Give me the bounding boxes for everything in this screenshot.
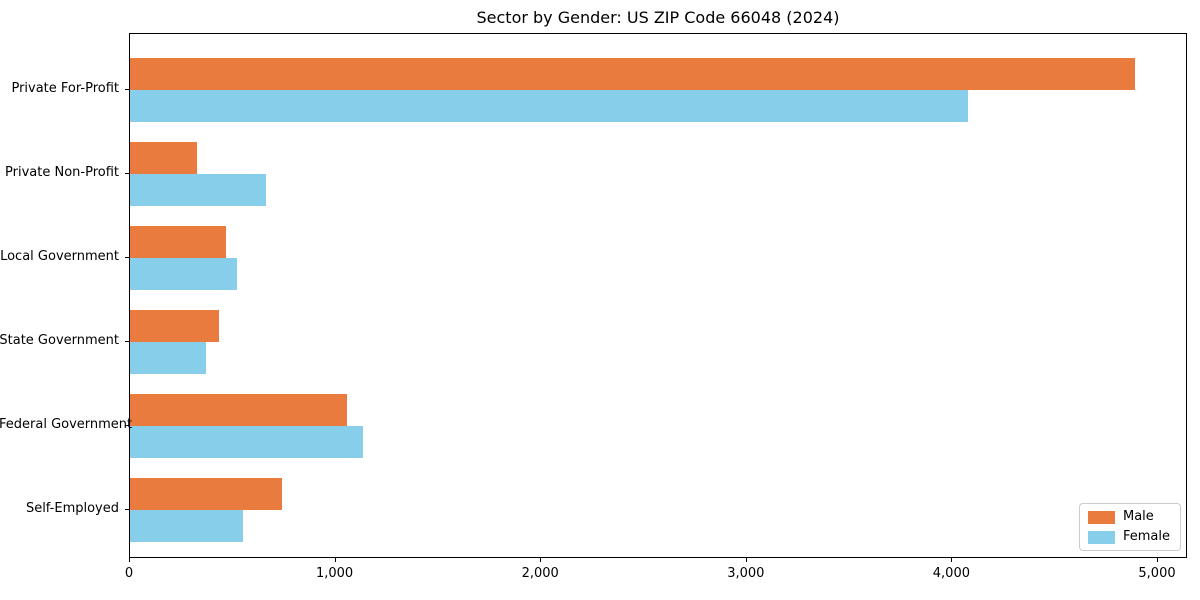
bar-male-1 <box>130 58 1135 90</box>
y-tick-mark <box>125 257 129 258</box>
y-tick-mark <box>125 173 129 174</box>
x-tick-label-1000: 1,000 <box>315 566 354 581</box>
x-tick-mark <box>745 558 747 562</box>
y-axis-label-4: State Government <box>0 333 119 348</box>
y-tick-mark <box>125 509 129 510</box>
bar-male-6 <box>130 478 282 510</box>
bar-male-4 <box>130 310 219 342</box>
y-tick-mark <box>125 425 129 426</box>
bar-female-1 <box>130 90 968 122</box>
legend-entry-female: Female <box>1087 529 1170 544</box>
legend-swatch-female <box>1087 530 1115 544</box>
y-tick-mark <box>125 89 129 90</box>
x-tick-mark <box>129 558 130 562</box>
bar-male-3 <box>130 226 227 258</box>
legend-label-female: Female <box>1122 529 1170 544</box>
bar-female-3 <box>130 258 237 290</box>
x-tick-label-0: 0 <box>124 566 134 581</box>
x-tick-label-3000: 3,000 <box>727 566 765 581</box>
y-tick-mark <box>125 341 129 342</box>
bar-female-6 <box>130 510 244 542</box>
x-tick-label-4000: 4,000 <box>932 566 970 581</box>
bar-female-5 <box>130 426 363 458</box>
bar-male-5 <box>130 394 347 426</box>
x-tick-mark <box>540 558 542 562</box>
x-tick-label-2000: 2,000 <box>521 566 559 581</box>
bar-female-2 <box>130 174 266 206</box>
plot-area: Male Female <box>129 33 1187 558</box>
y-axis-label-3: Local Government <box>0 249 119 264</box>
legend: Male Female <box>1078 503 1181 551</box>
legend-label-male: Male <box>1122 509 1154 524</box>
legend-swatch-male <box>1087 510 1115 524</box>
x-tick-label-5000: 5,000 <box>1138 566 1176 581</box>
bar-female-4 <box>130 342 206 374</box>
bar-male-2 <box>130 142 198 174</box>
x-tick-mark <box>1157 558 1158 562</box>
x-tick-mark <box>334 558 336 562</box>
chart-title: Sector by Gender: US ZIP Code 66048 (202… <box>476 8 840 27</box>
y-axis-label-6: Self-Employed <box>25 501 119 516</box>
y-axis-label-5: Federal Government <box>0 417 133 432</box>
y-axis-label-1: Private For-Profit <box>11 81 119 96</box>
x-tick-mark <box>951 558 953 562</box>
y-axis-label-2: Private Non-Profit <box>5 165 119 180</box>
legend-entry-male: Male <box>1087 509 1170 524</box>
